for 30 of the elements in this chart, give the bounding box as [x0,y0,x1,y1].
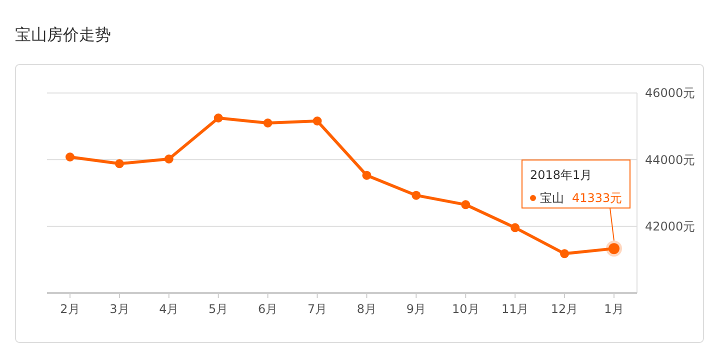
data-label: 41333元 [572,191,622,205]
point [362,170,372,180]
x-tick-label: 11月 [501,302,529,316]
x-tick-label: 8月 [356,302,377,316]
point [263,118,272,128]
x-tick-label: 9月 [406,302,426,316]
annotation: 2018年1月 [530,168,592,182]
point [214,114,223,122]
point [461,200,470,210]
y-tick-label: 42000元 [645,220,696,234]
x-tick-label: 3月 [110,302,130,316]
chart-title: 宝山房价走势 [15,25,111,44]
legend-label: 宝山 [540,191,564,205]
x-tick-label: 2月 [60,302,80,316]
x-tick-label: 1月 [604,302,624,316]
point [312,116,322,126]
x-tick-label: 4月 [159,302,179,316]
x-tick-label: 7月 [307,302,328,316]
y-tick-label: 46000元 [645,86,696,100]
point [164,154,174,164]
point [66,152,74,162]
x-tick-label: 12月 [550,302,578,316]
point [114,159,124,168]
y-tick-label: 44000元 [645,152,696,167]
point [412,190,421,200]
x-tick-label: 10月 [452,302,480,316]
point [510,223,520,232]
point [560,249,570,258]
x-tick-label: 5月 [208,302,228,316]
x-tick-label: 6月 [258,302,278,316]
